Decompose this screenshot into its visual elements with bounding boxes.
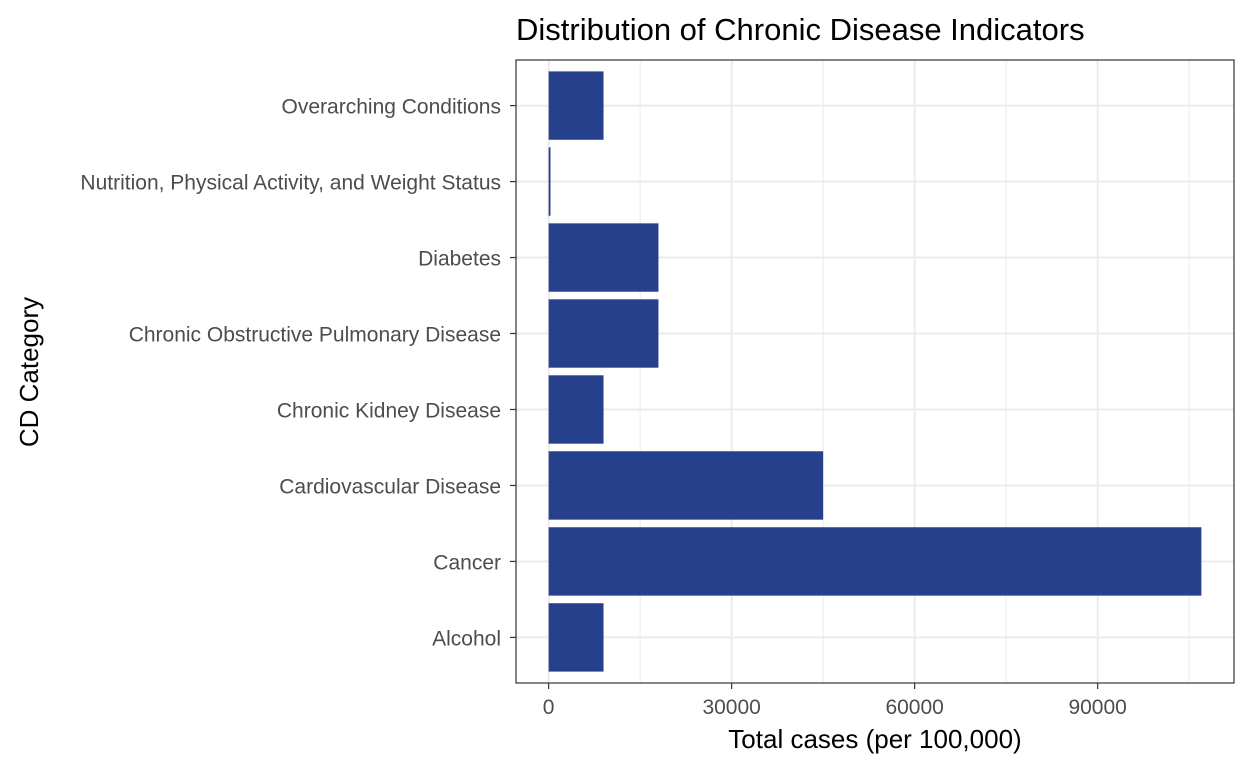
y-tick-label: Chronic Kidney Disease [277,399,501,422]
x-axis-title: Total cases (per 100,000) [728,724,1021,754]
x-tick-label: 90000 [1068,696,1126,719]
bar-overarching-conditions [548,71,604,140]
y-axis: Alcohol Cancer Cardiovascular Disease Chron… [80,96,516,650]
bar-chronic-kidney-disease [548,375,604,444]
y-tick-label: Chronic Obstructive Pulmonary Disease [129,324,501,347]
y-tick-label: Cancer [433,551,501,574]
bar-nutrition-physical-activity-and-weight-status [548,147,551,216]
chart-title: Distribution of Chronic Disease Indicato… [516,12,1085,47]
bar-chronic-obstructive-pulmonary-disease [548,299,659,368]
y-tick-label: Cardiovascular Disease [279,475,501,498]
y-tick-label: Overarching Conditions [282,96,501,119]
bar-cancer [548,527,1202,596]
bar-diabetes [548,223,659,292]
bars [548,71,1202,672]
x-tick-label: 60000 [885,696,943,719]
bar-cardiovascular-disease [548,451,824,520]
x-tick-label: 30000 [702,696,760,719]
x-axis: 0 30000 60000 90000 [543,683,1127,719]
y-tick-label: Alcohol [432,627,501,650]
panel-border [515,59,1235,684]
bar-alcohol [548,603,604,672]
x-tick-label: 0 [543,696,555,719]
y-axis-title: CD Category [14,297,44,447]
y-tick-label: Diabetes [418,248,501,271]
y-tick-label: Nutrition, Physical Activity, and Weight… [80,172,501,195]
